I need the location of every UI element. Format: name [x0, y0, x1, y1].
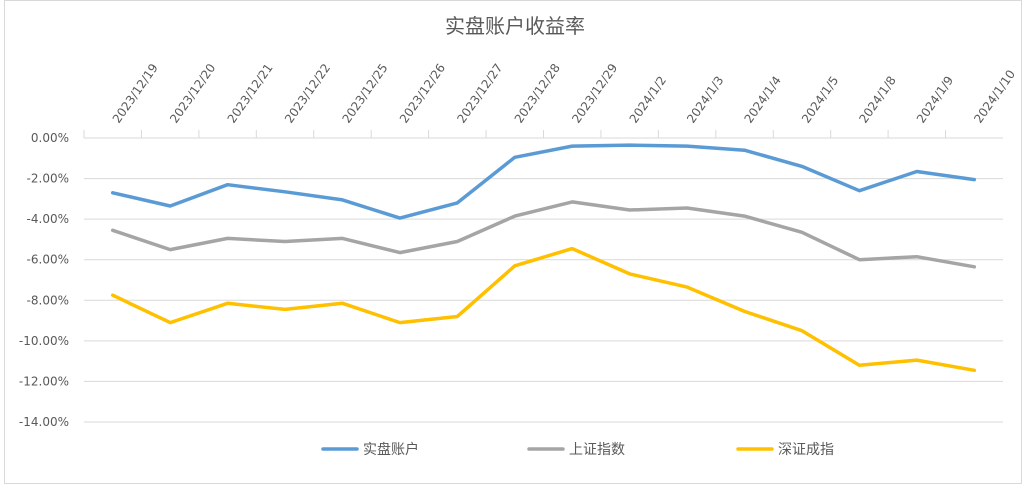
- y-tick-label: -10.00%: [19, 334, 69, 348]
- y-tick-label: -12.00%: [19, 374, 69, 388]
- y-axis-ticks: 0.00% -2.00% -4.00% -6.00% -8.00% -10.00% -12.…: [19, 131, 69, 429]
- gridlines: [84, 137, 1003, 423]
- chart-title: 实盘账户收益率: [445, 14, 585, 38]
- x-axis-ticks: 2023/12/19 2023/12/20 2023/12/21 2023/12/22…: [83, 61, 1018, 138]
- y-tick-label: -4.00%: [27, 212, 69, 226]
- x-tick-label: 2024/1/8: [856, 74, 898, 126]
- x-tick-label: 2023/12/22: [282, 61, 333, 126]
- legend-label: 实盘账户: [363, 441, 419, 458]
- series-line: [110, 143, 977, 220]
- x-tick-label: 2023/12/29: [569, 61, 620, 126]
- series-lines: [110, 143, 977, 373]
- y-tick-label: -8.00%: [27, 293, 69, 307]
- x-tick-label: 2023/12/25: [339, 61, 390, 126]
- y-tick-label: -2.00%: [27, 172, 69, 186]
- x-tick-label: 2023/12/19: [110, 61, 161, 126]
- y-tick-label: 0.00%: [31, 131, 69, 145]
- line-chart: 实盘账户收益率 0.00% -2.00% -4.00% -6.00% -8.00% -10…: [19, 14, 1018, 458]
- x-tick-label: 2024/1/5: [799, 74, 841, 126]
- legend-label: 深证成指: [778, 442, 834, 458]
- chart-frame: 实盘账户收益率 0.00% -2.00% -4.00% -6.00% -8.00% -10…: [4, 0, 1022, 484]
- x-tick-label: 2023/12/20: [167, 61, 218, 126]
- series-line: [110, 200, 977, 269]
- x-tick-label: 2023/12/26: [397, 61, 448, 126]
- legend: 实盘账户 上证指数 深证成指: [321, 441, 834, 458]
- x-tick-label: 2024/1/10: [971, 67, 1018, 125]
- x-tick-label: 2023/12/27: [454, 61, 505, 126]
- x-tick-label: 2024/1/9: [914, 74, 956, 126]
- legend-label: 上证指数: [569, 442, 625, 458]
- x-tick-label: 2023/12/21: [225, 61, 276, 126]
- series-line: [110, 246, 977, 373]
- x-tick-label: 2024/1/2: [627, 74, 669, 126]
- x-tick-label: 2024/1/3: [684, 74, 726, 126]
- x-tick-label: 2024/1/4: [742, 74, 784, 126]
- y-tick-label: -6.00%: [27, 253, 69, 267]
- x-tick-label: 2023/12/28: [512, 61, 563, 126]
- y-tick-label: -14.00%: [19, 415, 69, 429]
